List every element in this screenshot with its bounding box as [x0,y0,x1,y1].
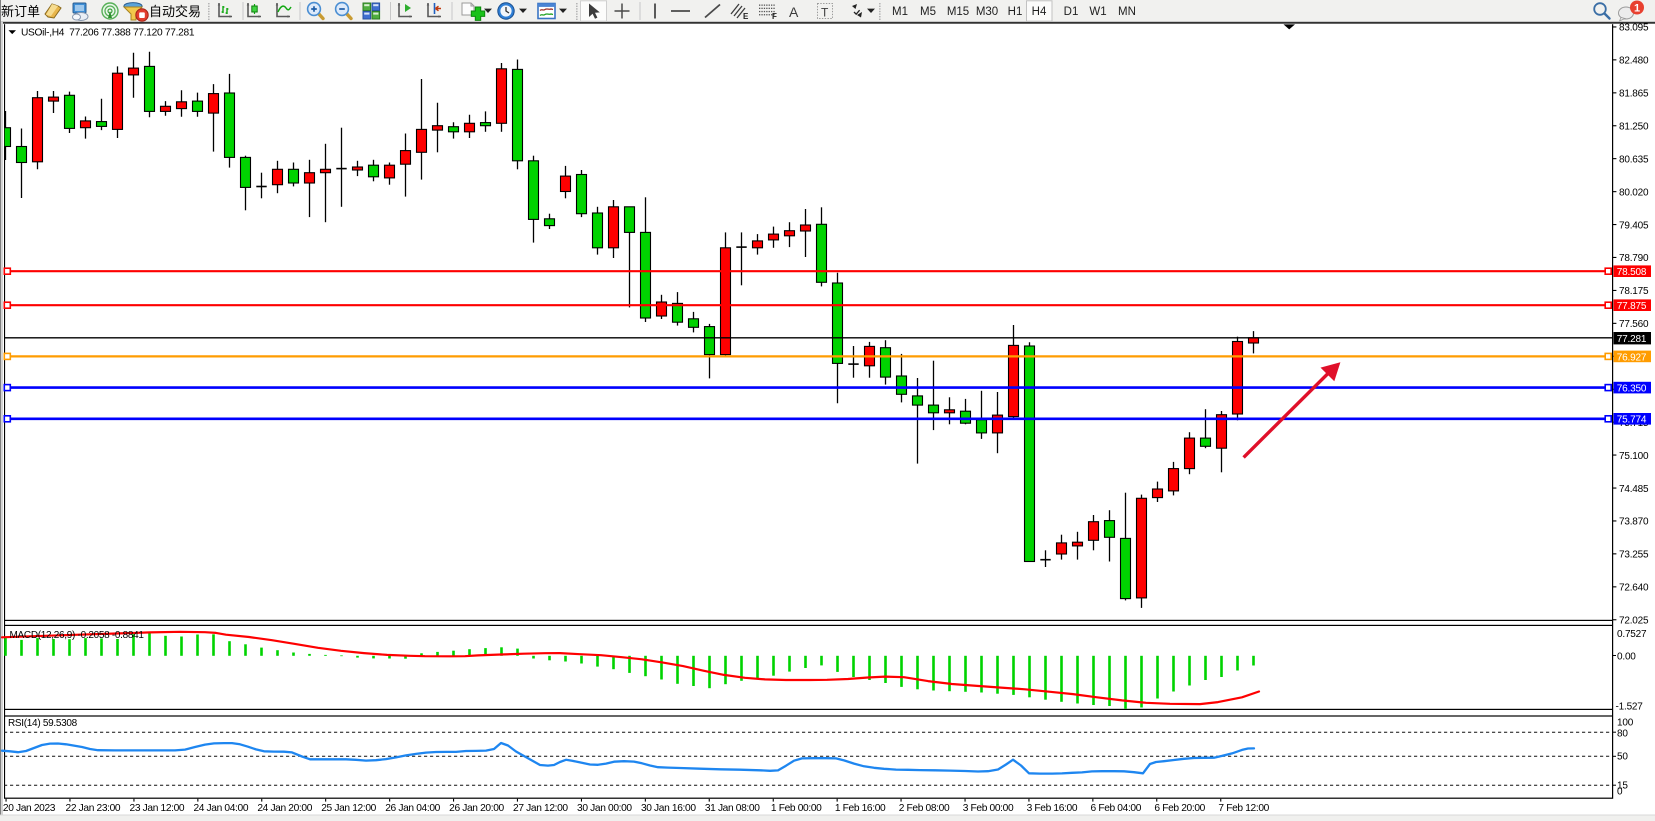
svg-text:76.350: 76.350 [1617,384,1647,395]
svg-text:6 Feb 04:00: 6 Feb 04:00 [1091,803,1142,814]
svg-text:15: 15 [1617,780,1628,791]
svg-text:M15: M15 [947,6,969,18]
svg-text:73.255: 73.255 [1619,550,1649,561]
svg-text:72.025: 72.025 [1619,616,1649,627]
svg-text:6 Feb 20:00: 6 Feb 20:00 [1154,803,1205,814]
svg-text:20 Jan 2023: 20 Jan 2023 [3,803,56,814]
svg-text:72.640: 72.640 [1619,583,1649,594]
svg-text:78.508: 78.508 [1617,267,1647,278]
svg-text:2 Feb 08:00: 2 Feb 08:00 [899,803,950,814]
svg-text:W1: W1 [1089,6,1106,18]
svg-text:3 Feb 16:00: 3 Feb 16:00 [1027,803,1078,814]
svg-text:25 Jan 12:00: 25 Jan 12:00 [321,803,376,814]
svg-text:MACD(12,26,9) -0.2058 -0.8841: MACD(12,26,9) -0.2058 -0.8841 [10,630,145,641]
svg-text:26 Jan 20:00: 26 Jan 20:00 [449,803,504,814]
svg-text:81.865: 81.865 [1619,89,1649,100]
svg-text:-1.527: -1.527 [1616,701,1644,712]
svg-text:USOil-,H4 77.206 77.388 77.12: USOil-,H4 77.206 77.388 77.120 77.281 [21,28,195,39]
svg-text:75.774: 75.774 [1617,415,1647,426]
svg-text:M5: M5 [920,6,936,18]
svg-text:77.875: 77.875 [1617,301,1647,312]
svg-text:M30: M30 [976,6,998,18]
svg-text:1 Feb 00:00: 1 Feb 00:00 [771,803,822,814]
svg-text:E: E [743,12,749,21]
svg-text:77.281: 77.281 [1617,334,1647,345]
svg-text:F: F [772,12,777,21]
svg-text:80.020: 80.020 [1619,187,1649,198]
svg-text:22 Jan 23:00: 22 Jan 23:00 [66,803,121,814]
svg-text:A: A [789,4,799,20]
svg-text:81.250: 81.250 [1619,122,1649,133]
svg-text:50: 50 [1617,752,1628,763]
svg-text:83.095: 83.095 [1619,23,1649,34]
svg-text:自动交易: 自动交易 [149,4,201,19]
svg-text:T: T [821,6,829,20]
svg-text:H4: H4 [1032,6,1047,18]
svg-text:23 Jan 12:00: 23 Jan 12:00 [130,803,185,814]
svg-text:MN: MN [1118,6,1136,18]
svg-text:73.870: 73.870 [1619,517,1649,528]
svg-text:82.480: 82.480 [1619,56,1649,67]
svg-text:30 Jan 16:00: 30 Jan 16:00 [641,803,696,814]
svg-text:77.560: 77.560 [1619,319,1649,330]
svg-text:0.00: 0.00 [1617,651,1636,662]
svg-text:24 Jan 04:00: 24 Jan 04:00 [193,803,248,814]
svg-text:27 Jan 12:00: 27 Jan 12:00 [513,803,568,814]
svg-text:新订单: 新订单 [1,4,40,19]
svg-text:1: 1 [1634,3,1640,15]
svg-text:31 Jan 08:00: 31 Jan 08:00 [705,803,760,814]
svg-text:78.790: 78.790 [1619,253,1649,264]
svg-text:D1: D1 [1064,6,1079,18]
svg-text:M1: M1 [892,6,908,18]
svg-text:100: 100 [1617,718,1634,729]
svg-text:24 Jan 20:00: 24 Jan 20:00 [257,803,312,814]
svg-text:26 Jan 04:00: 26 Jan 04:00 [385,803,440,814]
svg-text:74.485: 74.485 [1619,484,1649,495]
svg-text:3 Feb 00:00: 3 Feb 00:00 [963,803,1014,814]
svg-text:80.635: 80.635 [1619,154,1649,165]
svg-text:79.405: 79.405 [1619,220,1649,231]
svg-text:1 Feb 16:00: 1 Feb 16:00 [835,803,886,814]
svg-text:78.175: 78.175 [1619,286,1649,297]
svg-text:7 Feb 12:00: 7 Feb 12:00 [1218,803,1269,814]
svg-text:30 Jan 00:00: 30 Jan 00:00 [577,803,632,814]
svg-text:0.7527: 0.7527 [1617,629,1647,640]
svg-text:75.100: 75.100 [1619,451,1649,462]
svg-text:80: 80 [1617,728,1628,739]
svg-text:H1: H1 [1008,6,1023,18]
svg-text:RSI(14) 59.5308: RSI(14) 59.5308 [8,718,78,729]
svg-text:0: 0 [1617,787,1623,798]
svg-text:76.927: 76.927 [1617,352,1647,363]
